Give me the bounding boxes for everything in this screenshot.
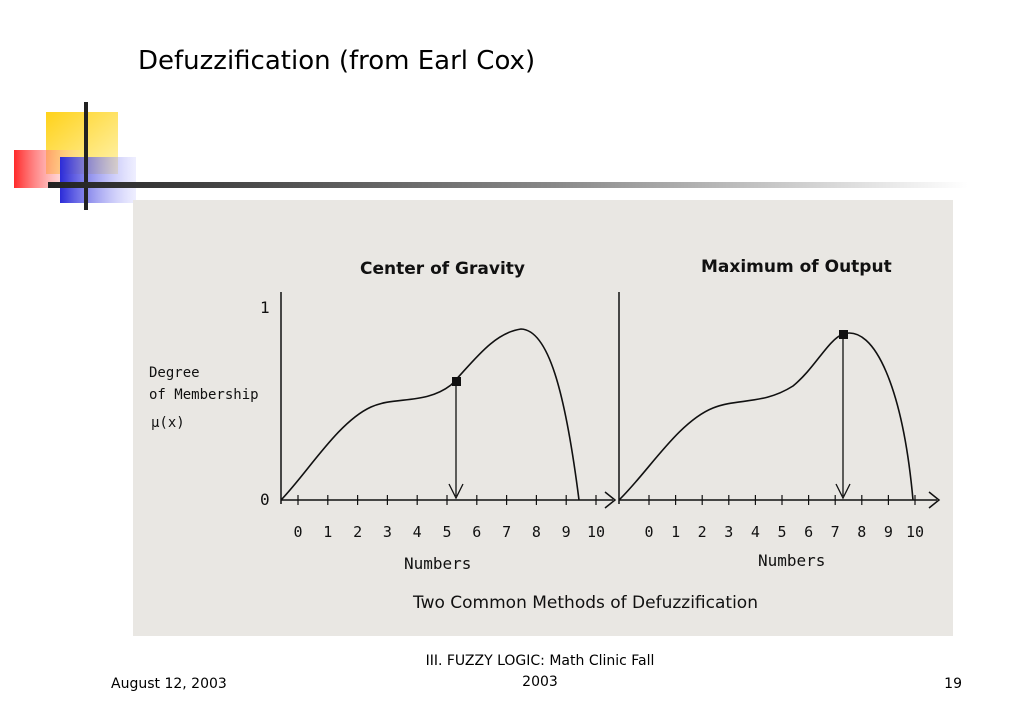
horizontal-rule: [48, 182, 968, 188]
y-axis-label-line2: of Membership: [149, 387, 259, 403]
right-x-tick-label: 10: [906, 523, 924, 541]
left-x-ticks: [297, 495, 597, 505]
y-axis-label-line3: μ(x): [151, 415, 185, 431]
figure-caption: Two Common Methods of Defuzzification: [412, 593, 758, 613]
right-x-tick-label: 0: [644, 523, 653, 541]
left-x-tick-label: 2: [353, 523, 362, 541]
right-x-tick-label: 4: [751, 523, 760, 541]
right-x-ticks: [648, 495, 916, 505]
figure-svg: Center of Gravity 1 0 Degree of Membersh…: [149, 257, 941, 613]
right-x-tick-label: 8: [857, 523, 866, 541]
left-x-tick-label: 3: [383, 523, 392, 541]
left-x-tick-label: 7: [502, 523, 511, 541]
vertical-rule: [84, 102, 88, 210]
decorative-corner-graphic: [0, 100, 1023, 220]
left-centroid-arrowhead: [448, 483, 464, 500]
right-x-axis-label: Numbers: [758, 551, 825, 570]
footer-date: August 12, 2003: [111, 676, 227, 692]
left-x-axis-label: Numbers: [404, 554, 471, 573]
left-x-tick-labels: 0 1 2 3 4 5 6 7 8 9 10: [293, 523, 605, 541]
right-x-axis-arrow: [928, 491, 941, 509]
right-max-marker: [839, 330, 848, 339]
left-membership-curve: [280, 328, 580, 501]
left-x-tick-label: 0: [293, 523, 302, 541]
left-x-tick-label: 5: [442, 523, 451, 541]
right-x-tick-label: 7: [831, 523, 840, 541]
decorative-squares: [14, 102, 968, 210]
left-centroid-marker: [452, 377, 461, 386]
footer-page-number: 19: [944, 676, 962, 692]
right-x-tick-label: 9: [884, 523, 893, 541]
left-x-axis-arrow: [604, 491, 617, 509]
slide-title: Defuzzification (from Earl Cox): [138, 46, 536, 76]
blue-square: [60, 157, 136, 203]
left-panel-heading: Center of Gravity: [360, 259, 525, 279]
footer-title-line1: III. FUZZY LOGIC: Math Clinic Fall: [425, 653, 655, 669]
left-x-tick-label: 10: [587, 523, 605, 541]
left-x-tick-label: 6: [472, 523, 481, 541]
right-x-tick-label: 5: [777, 523, 786, 541]
left-x-tick-label: 4: [413, 523, 422, 541]
right-x-tick-label: 3: [724, 523, 733, 541]
footer-title: III. FUZZY LOGIC: Math Clinic Fall 2003: [380, 651, 700, 693]
right-x-tick-label: 2: [698, 523, 707, 541]
left-y-axis-min-label: 0: [260, 490, 270, 509]
y-axis-label-line1: Degree: [149, 365, 200, 381]
left-x-tick-label: 9: [562, 523, 571, 541]
left-x-tick-label: 8: [532, 523, 541, 541]
footer-title-line2: 2003: [522, 674, 558, 690]
right-panel-heading: Maximum of Output: [701, 257, 892, 277]
left-x-tick-label: 1: [323, 523, 332, 541]
defuzzification-figure: Center of Gravity 1 0 Degree of Membersh…: [133, 200, 953, 636]
left-y-axis-max-label: 1: [260, 298, 270, 317]
right-x-tick-label: 1: [671, 523, 680, 541]
right-max-arrowhead: [835, 483, 851, 500]
right-x-tick-label: 6: [804, 523, 813, 541]
right-x-tick-labels: 0 1 2 3 4 5 6 7 8 9 10: [644, 523, 924, 541]
right-membership-curve: [618, 332, 914, 501]
